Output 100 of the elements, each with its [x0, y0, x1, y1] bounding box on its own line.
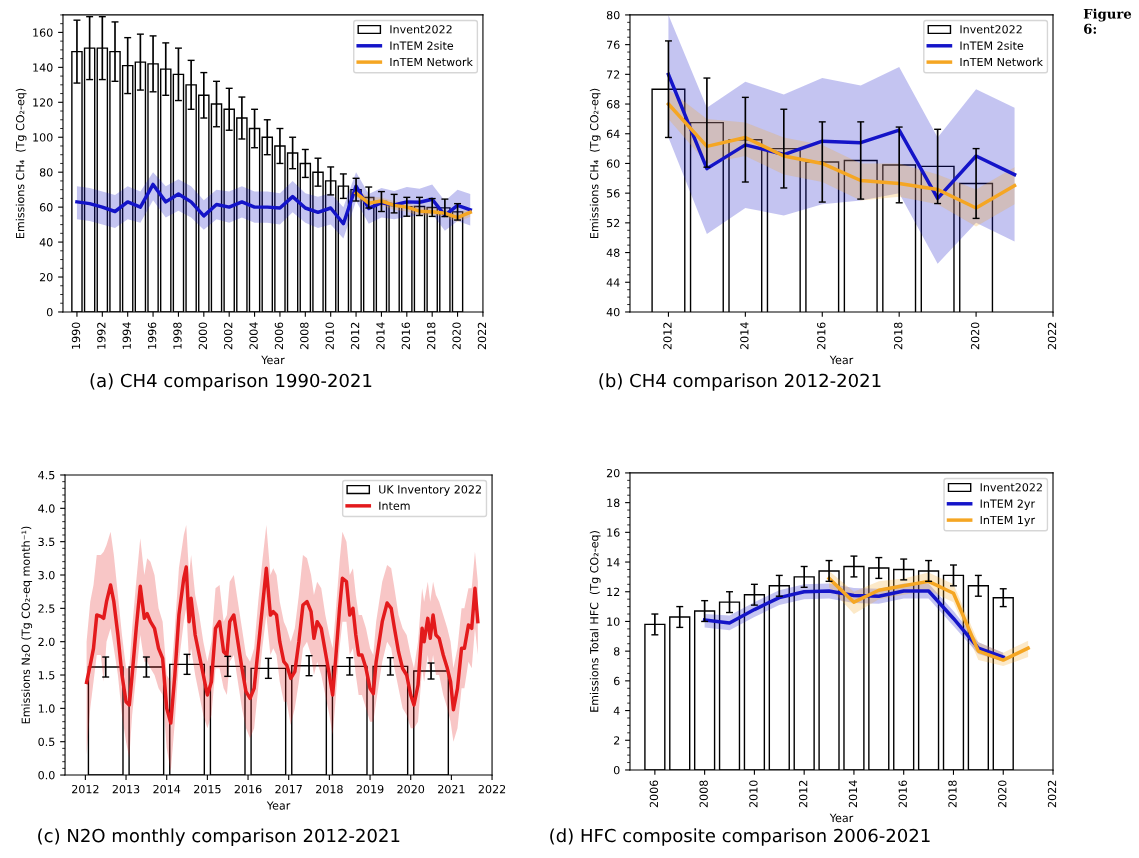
y-tick-label: 12: [607, 587, 620, 596]
x-tick-label: 2000: [198, 322, 208, 350]
y-tick-label: 8: [613, 647, 620, 656]
x-tick-label: 2020: [397, 784, 425, 794]
y-tick-label: 3.5: [38, 537, 55, 547]
x-tick-label: 2022: [1047, 780, 1057, 808]
line-series: [666, 102, 1017, 210]
y-tick-label: 3.0: [38, 570, 55, 580]
x-tick-label: 2016: [234, 784, 262, 794]
legend-label: Invent2022: [960, 25, 1022, 34]
x-tick-label: 2016: [401, 322, 411, 350]
x-tick-label: 2012: [72, 784, 99, 794]
y-axis-title: Emissions CH₄ (Tg CO₂-eq): [15, 88, 27, 238]
y-tick-label: 68: [606, 100, 620, 109]
y-tick-label: 20: [39, 273, 53, 282]
y-tick-label: 80: [606, 10, 620, 20]
x-tick-label: 2020: [998, 780, 1007, 808]
y-tick-label: 72: [607, 70, 620, 79]
y-tick-label: 1.5: [38, 671, 55, 680]
legend-label: UK Inventory 2022: [379, 485, 481, 496]
y-tick-label: 18: [607, 498, 620, 508]
y-tick-label: 4: [613, 706, 620, 715]
x-tick-label: 2022: [1047, 322, 1057, 350]
caption: Figure 6:: [1083, 8, 1132, 34]
legend-label: InTEM Network: [390, 57, 473, 67]
x-tick-label: 2018: [894, 322, 903, 350]
x-tick-label: 2018: [316, 784, 343, 794]
x-tick-label: 2008: [300, 322, 309, 350]
y-tick-label: 64: [606, 129, 620, 139]
x-tick-label: 2016: [817, 322, 826, 350]
x-axis-title: Year: [266, 801, 291, 810]
x-tick-label: 2010: [325, 322, 334, 350]
y-tick-label: 56: [606, 189, 620, 198]
y-tick-label: 40: [606, 307, 620, 317]
y-tick-label: 1.0: [38, 704, 55, 713]
y-tick-label: 6: [613, 676, 620, 686]
y-tick-label: 44: [606, 278, 620, 287]
x-tick-label: 2012: [663, 322, 672, 350]
x-tick-label: 2014: [376, 322, 385, 350]
x-tick-label: 2017: [275, 784, 302, 794]
x-tick-label: 2014: [153, 784, 181, 794]
y-axis-title: Emissions N₂O (Tg CO₂-eq month⁻¹): [21, 526, 33, 724]
y-tick-label: 60: [39, 203, 53, 212]
x-tick-label: 2018: [427, 322, 436, 350]
x-axis-title: Year: [261, 355, 285, 365]
x-tick-label: 2014: [848, 780, 858, 808]
y-tick-label: 2: [614, 736, 620, 745]
y-tick-label: 10: [607, 617, 620, 626]
x-tick-label: 1992: [97, 322, 106, 349]
y-tick-label: 40: [39, 238, 53, 247]
text: (d) HFC composite comparison 2006-2021: [550, 828, 930, 846]
text: (c) N2O monthly comparison 2012-2021: [38, 828, 400, 846]
y-tick-label: 80: [39, 168, 53, 177]
y-tick-label: 20: [606, 468, 620, 478]
legend-label: InTEM Network: [960, 57, 1043, 67]
x-tick-label: 2015: [194, 784, 221, 794]
y-tick-label: 0.5: [38, 737, 55, 747]
y-tick-label: 0: [613, 765, 620, 775]
x-tick-label: 2019: [356, 784, 384, 794]
y-tick-label: 0: [46, 307, 53, 317]
x-tick-label: 1996: [147, 322, 157, 349]
y-tick-label: 14: [607, 558, 620, 567]
x-tick-label: 2022: [477, 322, 487, 350]
legend-label: Intem: [379, 501, 410, 510]
x-tick-label: 2020: [970, 322, 980, 350]
legend-label: InTEM 2site: [960, 41, 1024, 50]
x-tick-label: 2012: [798, 780, 808, 808]
x-tick-label: 1998: [173, 322, 182, 349]
y-tick-label: 2.5: [38, 604, 55, 613]
x-tick-label: 2016: [898, 780, 907, 808]
legend-label: Invent2022: [980, 483, 1042, 492]
y-tick-label: 100: [33, 133, 53, 142]
legend-label: InTEM 1yr: [980, 515, 1036, 527]
legend-label: InTEM 2site: [390, 41, 454, 50]
y-tick-label: 4.5: [38, 471, 55, 480]
y-tick-label: 16: [607, 528, 620, 537]
y-tick-label: 120: [33, 98, 53, 107]
x-tick-label: 2006: [649, 780, 659, 808]
y-tick-label: 160: [33, 28, 53, 37]
y-tick-label: 76: [607, 40, 620, 50]
y-axis-title: Emissions Total HFC (Tg CO₂-eq): [589, 531, 601, 712]
x-tick-label: 2002: [224, 322, 233, 350]
x-tick-label: 2010: [749, 780, 758, 808]
text: (a) CH4 comparison 1990-2021: [90, 373, 372, 391]
text: (b) CH4 comparison 2012-2021: [599, 373, 881, 391]
x-tick-label: 2008: [699, 780, 708, 808]
y-axis-title: Emissions CH₄ (Tg CO₂-eq): [589, 88, 601, 238]
line-series: [84, 565, 480, 725]
y-tick-label: 4.0: [38, 504, 55, 513]
x-tick-label: 2012: [350, 322, 360, 350]
y-tick-label: 48: [606, 248, 620, 257]
x-tick-label: 2020: [452, 322, 461, 350]
x-tick-label: 1990: [71, 322, 81, 349]
x-tick-label: 1994: [122, 322, 131, 349]
x-axis-title: Year: [829, 355, 854, 365]
y-tick-label: 2.0: [38, 637, 55, 647]
x-tick-label: 2013: [112, 784, 140, 794]
y-tick-label: 60: [606, 159, 620, 168]
x-tick-label: 2014: [740, 322, 749, 350]
x-tick-label: 2004: [249, 322, 258, 350]
